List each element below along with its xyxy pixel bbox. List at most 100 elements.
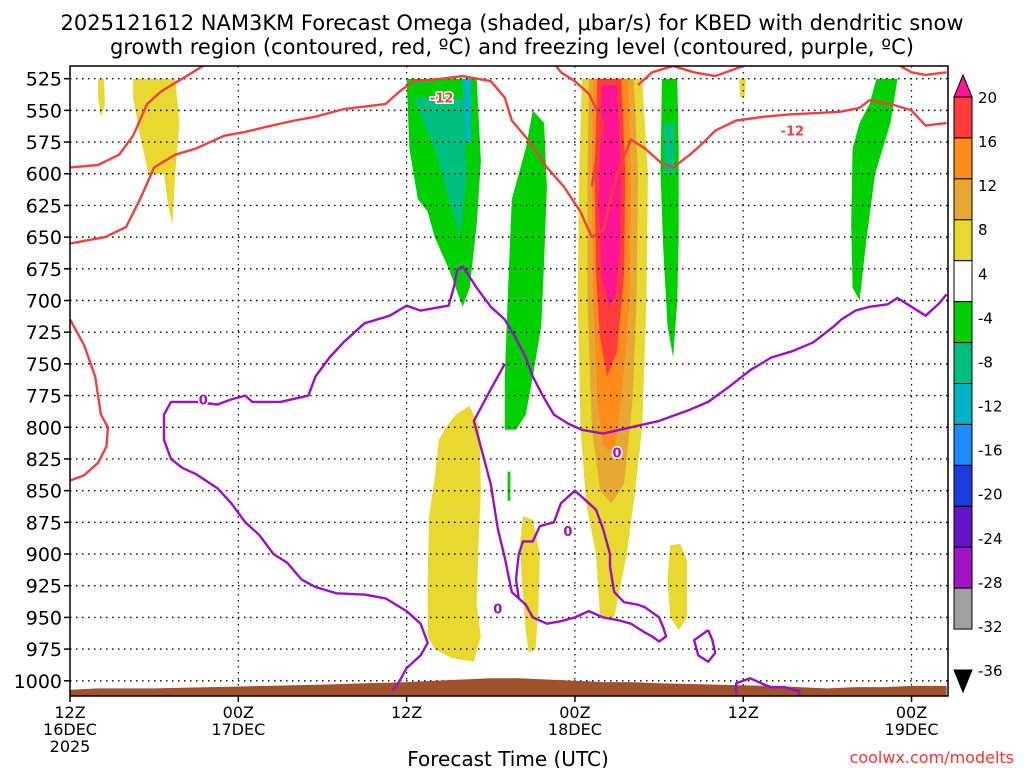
omega-region: [660, 78, 679, 358]
colorbar-band: [953, 587, 973, 630]
colorbar-label: 20: [978, 89, 997, 107]
colorbar-label: -4: [978, 309, 993, 327]
y-tick-label: 875: [26, 512, 62, 534]
colorbar-band: [953, 178, 973, 221]
colorbar-label: 4: [978, 265, 988, 283]
omega-region: [667, 543, 688, 631]
colorbar-label: -24: [978, 530, 1003, 548]
y-tick-label: 950: [26, 607, 62, 629]
colorbar-band: [953, 505, 973, 548]
colorbar-band: [953, 73, 973, 98]
freezing-level-label: 0: [493, 603, 502, 618]
x-tick-label: 12Z: [728, 703, 759, 722]
y-tick-label: 525: [26, 69, 62, 91]
y-tick-label: 700: [26, 291, 62, 313]
y-tick-label: 625: [26, 195, 62, 217]
omega-region: [427, 405, 481, 662]
colorbar-band: [953, 260, 973, 303]
y-tick-label: 650: [26, 227, 62, 249]
omega-region: [98, 78, 106, 117]
y-tick-label: 775: [26, 386, 62, 408]
x-tick-label: 17DEC: [211, 720, 265, 739]
freezing-level-contour: [461, 265, 948, 435]
terrain-fill: [70, 678, 947, 696]
x-tick-label: 00Z: [223, 703, 254, 722]
freezing-level-label: 0: [612, 447, 621, 462]
omega-region: [851, 78, 898, 301]
x-tick-label: 19DEC: [885, 720, 939, 739]
y-tick-label: 800: [26, 417, 62, 439]
dgz-contour-label: -12: [781, 125, 805, 140]
omega-region: [504, 110, 547, 430]
title-line-2: growth region (contoured, red, ºC) and f…: [110, 35, 914, 59]
x-axis-label: Forecast Time (UTC): [407, 747, 609, 768]
y-tick-label: 550: [26, 100, 62, 122]
omega-region: [520, 516, 540, 653]
y-tick-label: 1000: [14, 671, 62, 693]
title: 2025121612 NAM3KM Forecast Omega (shaded…: [60, 11, 963, 59]
freezing-level-contour: [162, 265, 464, 692]
colorbar-label: 8: [978, 221, 988, 239]
colorbar-label: -8: [978, 353, 993, 371]
plot-area: -12 -12 0 0 0 0: [69, 65, 949, 697]
freezing-level-contour: [735, 677, 801, 696]
freezing-level-label: 0: [199, 393, 208, 408]
colorbar-label: -36: [978, 662, 1003, 680]
x-tick-label: 12Z: [54, 703, 85, 722]
colorbar-label: -32: [978, 618, 1003, 636]
omega-region: [739, 78, 746, 98]
y-tick-label: 725: [26, 322, 62, 344]
y-tick-label: 925: [26, 576, 62, 598]
y-tick-label: 850: [26, 481, 62, 503]
dgz-contour-red: [70, 74, 947, 245]
colorbar-label: -12: [978, 398, 1003, 416]
y-tick-label: 900: [26, 544, 62, 566]
title-line-1: 2025121612 NAM3KM Forecast Omega (shaded…: [60, 11, 963, 35]
y-tick-label: 675: [26, 259, 62, 281]
colorbar-band: [953, 301, 973, 344]
x-tick-label: 18DEC: [548, 720, 602, 739]
x-tick-label: 00Z: [896, 703, 927, 722]
colorbar-band: [953, 669, 973, 694]
y-tick-label: 750: [26, 354, 62, 376]
colorbar-label: 16: [978, 133, 997, 151]
freezing-level-contour: [472, 363, 668, 643]
x-tick-label: 00Z: [559, 703, 590, 722]
x-tick-label: 2025: [50, 737, 91, 756]
pressure-axis: 525 550 575 600 625 650 675 700 725 750 775 800 825 8…: [14, 69, 70, 693]
credit-text: coolwx.com/modelts: [850, 748, 1014, 767]
dgz-contour-red: [554, 66, 605, 187]
freezing-level-contour: [692, 629, 717, 663]
colorbar-band: [953, 137, 973, 180]
dgz-contour-red: [637, 66, 747, 86]
dgz-contour-red: [70, 318, 110, 482]
x-tick-label: 16DEC: [43, 720, 97, 739]
dgz-contour-red: [898, 66, 947, 77]
y-tick-label: 575: [26, 132, 62, 154]
colorbar-band: [953, 342, 973, 385]
colorbar-band: [953, 423, 973, 466]
colorbar-label: -16: [978, 442, 1003, 460]
colorbar-label: -20: [978, 486, 1003, 504]
plot-frame: [69, 65, 949, 697]
omega-region: [507, 471, 511, 501]
colorbar-band: [953, 546, 973, 589]
dgz-contour-red: [70, 66, 206, 169]
colorbar: 20 16 12 8 4 -4 -8 -12 -16 -20 -24 -28 -32 -36: [953, 73, 1003, 694]
y-tick-label: 600: [26, 164, 62, 186]
colorbar-band: [953, 464, 973, 507]
colorbar-label: -28: [978, 574, 1003, 592]
omega-region: [413, 97, 467, 238]
plot-clip-group: -12 -12 0 0 0 0: [70, 66, 948, 696]
colorbar-label: 12: [978, 177, 997, 195]
omega-region: [598, 85, 622, 307]
y-tick-label: 825: [26, 449, 62, 471]
colorbar-band: [953, 96, 973, 139]
omega-region: [133, 78, 180, 225]
x-tick-label: 12Z: [391, 703, 422, 722]
dgz-contour-label: -12: [430, 92, 454, 107]
colorbar-band: [953, 219, 973, 262]
freezing-level-label: 0: [563, 525, 572, 540]
